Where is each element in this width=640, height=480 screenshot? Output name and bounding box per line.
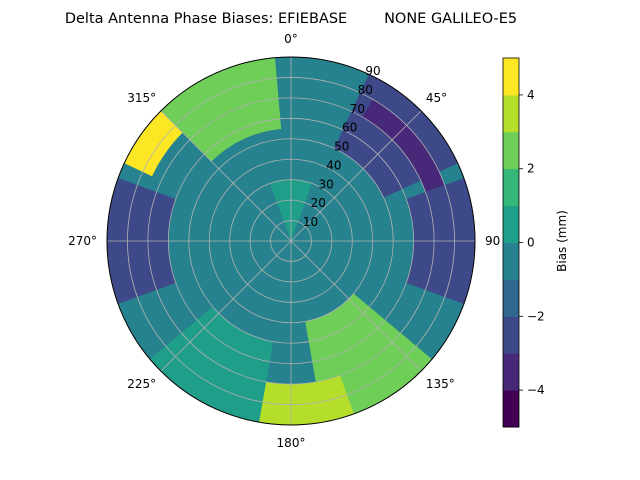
grid-spoke-225 (160, 240, 292, 372)
colorbar-band-6 (503, 168, 519, 207)
colorbar-band-7 (503, 131, 519, 170)
azimuth-tick-135: 135° (426, 377, 455, 391)
colorbar-band-2 (503, 316, 519, 354)
radial-tick-80: 80 (358, 83, 373, 97)
azimuth-tick-labels: 0° 45° 90 135° 180° 225° 270° 315° (68, 32, 500, 450)
radial-tick-70: 70 (350, 102, 365, 116)
radial-tick-40: 40 (326, 158, 341, 172)
grid-spoke-45 (290, 110, 422, 242)
radial-tick-10: 10 (303, 215, 318, 229)
chart-title: Delta Antenna Phase Biases: EFIEBASE NON… (65, 11, 517, 27)
colorbar-tick-label-2: 0 (527, 236, 535, 250)
azimuth-tick-90: 90 (485, 234, 500, 248)
contour-region-7 (150, 306, 274, 423)
azimuth-tick-315: 315° (127, 91, 156, 105)
colorbar-band-0 (503, 390, 519, 428)
grid-spoke-135 (290, 240, 422, 372)
colorbar-tick-label-0: −4 (527, 383, 545, 397)
radial-tick-60: 60 (342, 121, 357, 135)
azimuth-tick-225: 225° (127, 377, 156, 391)
colorbar-band-8 (503, 94, 519, 133)
colorbar-band-3 (503, 279, 519, 317)
colorbar-band-9 (503, 58, 519, 96)
colorbar-band-4 (503, 242, 519, 280)
azimuth-tick-270: 270° (68, 234, 97, 248)
azimuth-tick-180: 180° (277, 436, 306, 450)
azimuth-tick-45: 45° (426, 91, 447, 105)
colorbar: −4 −2 0 2 4 (502, 57, 545, 428)
radial-tick-50: 50 (334, 140, 349, 154)
polar-frame (106, 56, 476, 426)
grid-spoke-315 (160, 110, 292, 242)
colorbar-band-1 (503, 353, 519, 391)
contour-region-1 (160, 57, 282, 162)
radial-tick-30: 30 (318, 177, 333, 191)
azimuth-tick-0: 0° (284, 32, 298, 46)
colorbar-tick-label-1: −2 (527, 309, 545, 323)
colorbar-tick-label-3: 2 (527, 162, 535, 176)
radial-tick-20: 20 (311, 196, 326, 210)
colorbar-tick-label-4: 4 (527, 88, 535, 102)
radial-tick-labels: 10 20 30 40 50 60 70 80 90 (303, 64, 381, 229)
colorbar-band-5 (503, 205, 519, 243)
contour-region-3 (362, 99, 445, 193)
colorbar-label: Bias (mm) (555, 210, 569, 272)
radial-tick-90: 90 (365, 64, 380, 78)
polar-grid (106, 56, 476, 426)
